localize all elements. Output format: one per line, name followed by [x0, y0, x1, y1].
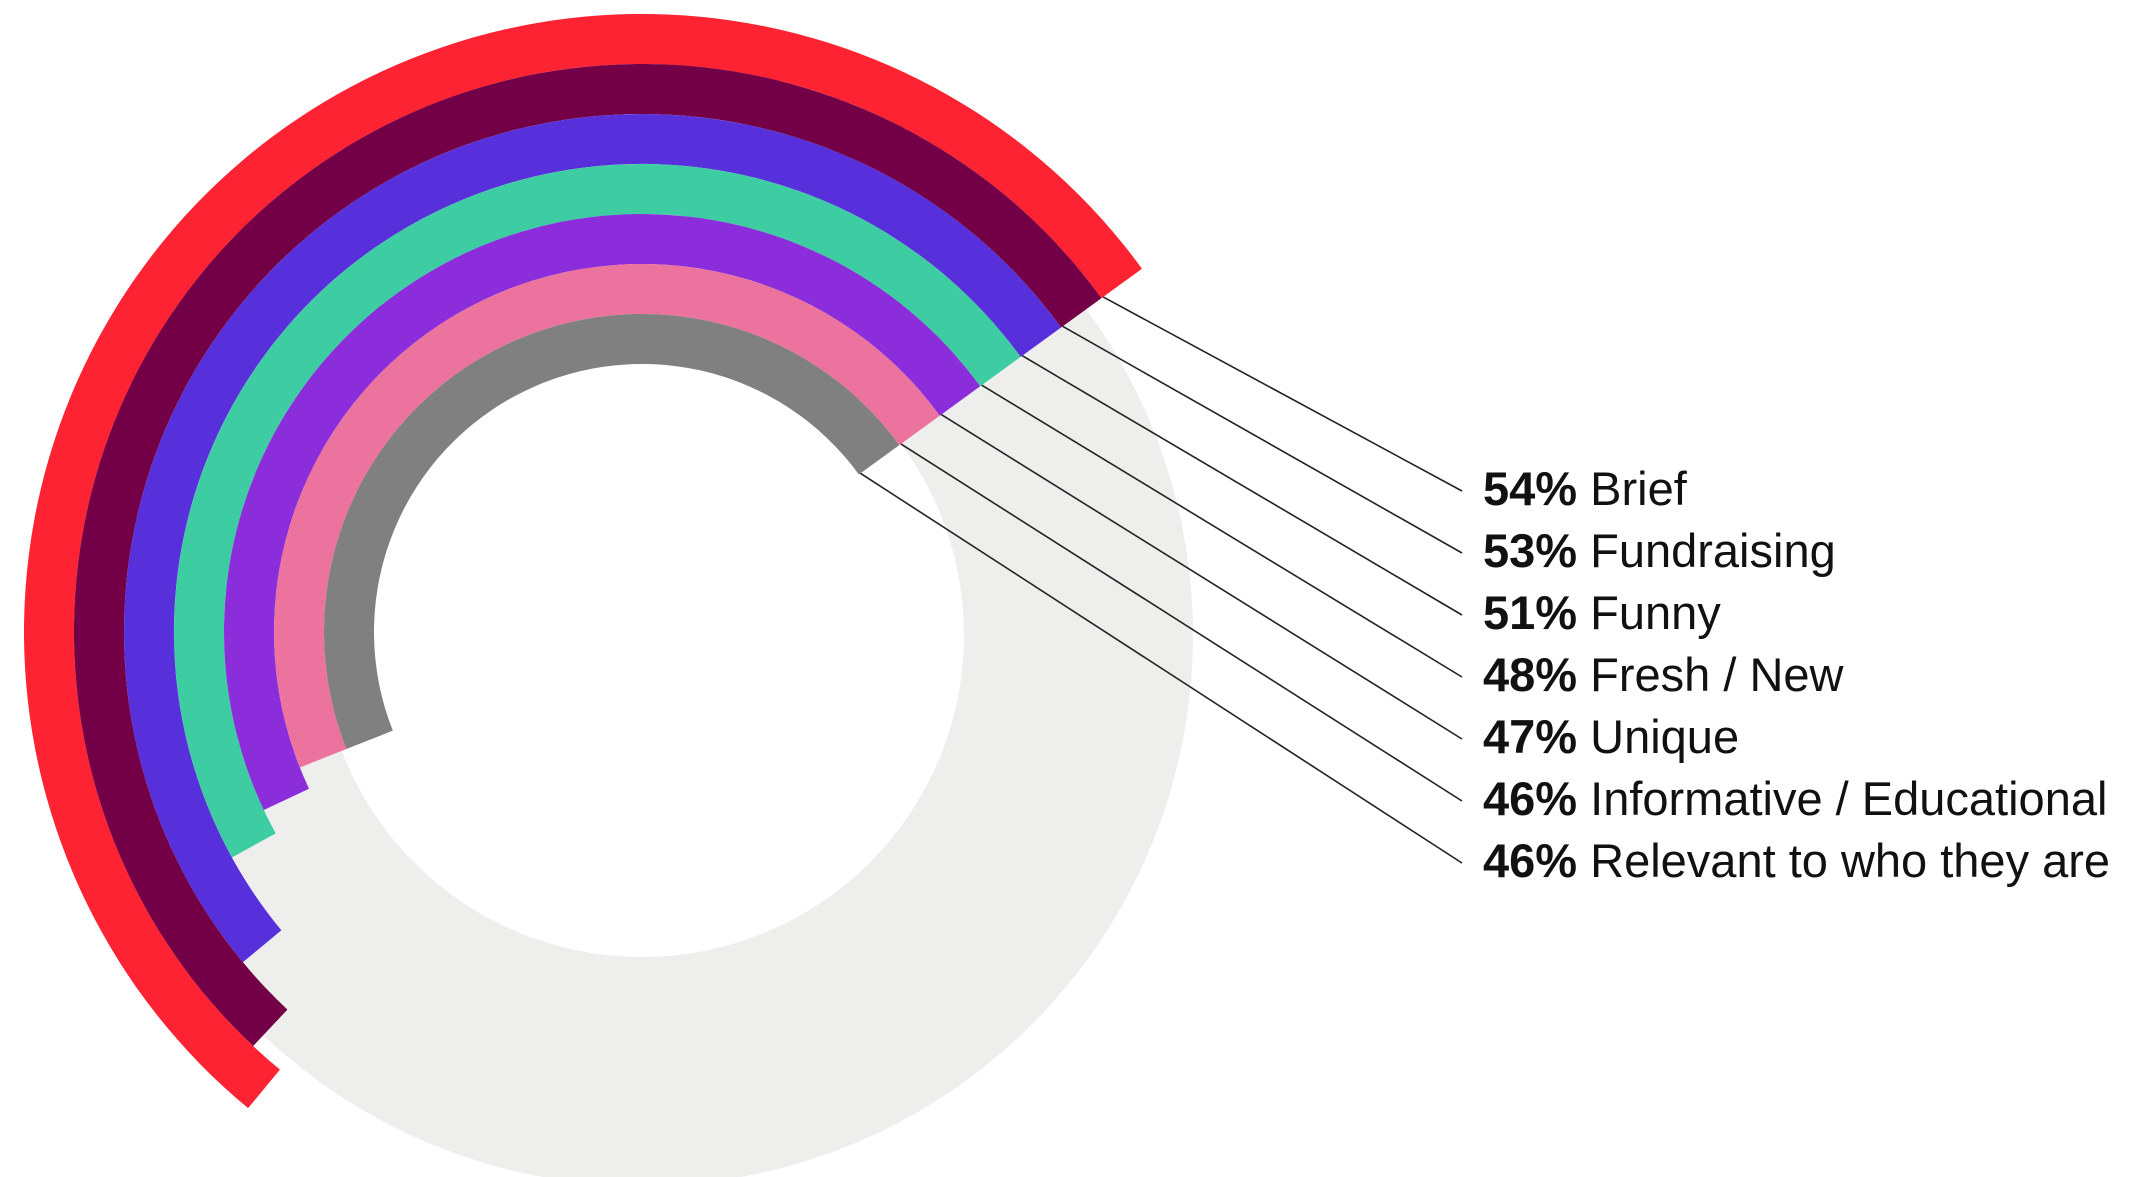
- arc-layer: [23, 14, 1142, 1109]
- legend-value: 48%: [1483, 648, 1577, 701]
- legend-value: 53%: [1483, 524, 1577, 577]
- legend-label: Brief: [1577, 462, 1688, 515]
- leader-line: [1062, 325, 1463, 554]
- leader-line-layer: [859, 296, 1463, 864]
- legend-item: 46% Relevant to who they are: [1483, 834, 2110, 887]
- legend-label: Relevant to who they are: [1577, 834, 2110, 887]
- leader-line: [981, 384, 1463, 678]
- arc-fundraising: [73, 63, 1102, 1047]
- leader-line: [900, 443, 1463, 802]
- legend-label: Unique: [1577, 710, 1739, 763]
- leader-line: [940, 413, 1463, 740]
- legend-value: 51%: [1483, 586, 1577, 639]
- legend-value: 46%: [1483, 772, 1577, 825]
- legend-label: Fundraising: [1577, 524, 1836, 577]
- legend-label: Informative / Educational: [1577, 772, 2107, 825]
- legend-item: 48% Fresh / New: [1483, 648, 1845, 701]
- legend-value: 54%: [1483, 462, 1577, 515]
- arc-relevant-to-who-they-are: [323, 313, 900, 750]
- legend-item: 51% Funny: [1483, 586, 1721, 639]
- legend-label: Funny: [1577, 586, 1721, 639]
- leader-line: [1021, 355, 1463, 616]
- leader-line: [1102, 296, 1463, 492]
- legend-item: 46% Informative / Educational: [1483, 772, 2107, 825]
- legend-item: 53% Fundraising: [1483, 524, 1836, 577]
- legend-item: 47% Unique: [1483, 710, 1739, 763]
- arc-funny: [124, 114, 1062, 963]
- leader-line: [859, 472, 1463, 864]
- legend-item: 54% Brief: [1483, 462, 1688, 515]
- legend-value: 47%: [1483, 710, 1577, 763]
- legend-value: 46%: [1483, 834, 1577, 887]
- legend-label: Fresh / New: [1577, 648, 1844, 701]
